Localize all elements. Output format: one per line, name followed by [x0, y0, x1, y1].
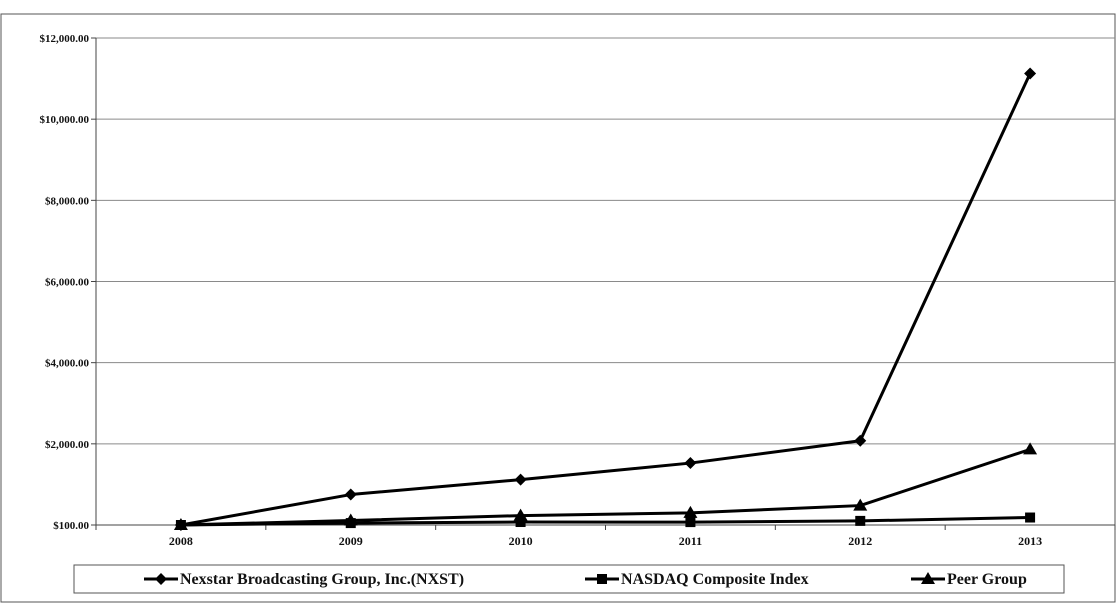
legend-label: NASDAQ Composite Index: [621, 571, 809, 588]
diamond-marker: [684, 457, 697, 470]
square-marker: [855, 515, 866, 526]
triangle-marker: [683, 505, 698, 518]
series-group: [173, 67, 1038, 531]
triangle-marker: [513, 508, 528, 521]
x-tick-label: 2010: [509, 534, 533, 548]
series-line: [180, 447, 1031, 527]
x-tick-label: 2011: [679, 534, 702, 548]
triangle-marker: [853, 498, 868, 511]
diamond-marker: [174, 519, 187, 531]
triangle-marker: [921, 572, 935, 584]
chart-border: [0, 13, 1116, 603]
legend: Nexstar Broadcasting Group, Inc.(NXST) NA…: [73, 564, 1065, 594]
diamond-marker: [344, 488, 357, 501]
legend-box: [73, 564, 1065, 594]
legend-item: NASDAQ Composite Index: [585, 571, 809, 588]
diamond-marker: [514, 473, 527, 486]
diamond-marker: [1024, 67, 1037, 80]
triangle-marker: [1023, 442, 1038, 455]
square-marker: [685, 517, 696, 528]
series-line: [180, 516, 1031, 527]
triangle-marker: [343, 513, 358, 526]
square-marker: [1025, 512, 1036, 523]
x-tick-label: 2013: [1018, 534, 1042, 548]
x-tick-label: 2009: [339, 534, 363, 548]
series-diamond: [174, 67, 1037, 531]
diamond-marker: [854, 434, 867, 447]
legend-item: Peer Group: [911, 571, 1027, 588]
y-tick-label: $100.00: [53, 520, 89, 532]
y-tick-label: $4,000.00: [45, 358, 90, 370]
y-tick-label: $2,000.00: [45, 439, 90, 451]
y-tick-label: $6,000.00: [45, 277, 90, 289]
legend-item: Nexstar Broadcasting Group, Inc.(NXST): [144, 571, 464, 588]
square-marker: [515, 517, 526, 528]
square-marker: [597, 574, 607, 584]
diamond-marker: [155, 573, 167, 585]
legend-label: Peer Group: [947, 571, 1027, 588]
gridlines: [96, 37, 1115, 445]
y-tick-label: $10,000.00: [40, 114, 90, 126]
series-line: [180, 72, 1032, 527]
x-tick-label: 2012: [848, 534, 872, 548]
legend-label: Nexstar Broadcasting Group, Inc.(NXST): [180, 571, 464, 588]
x-tick-label: 2008: [169, 534, 193, 548]
y-tick-label: $12,000.00: [40, 33, 90, 45]
y-tick-label: $8,000.00: [45, 195, 90, 207]
